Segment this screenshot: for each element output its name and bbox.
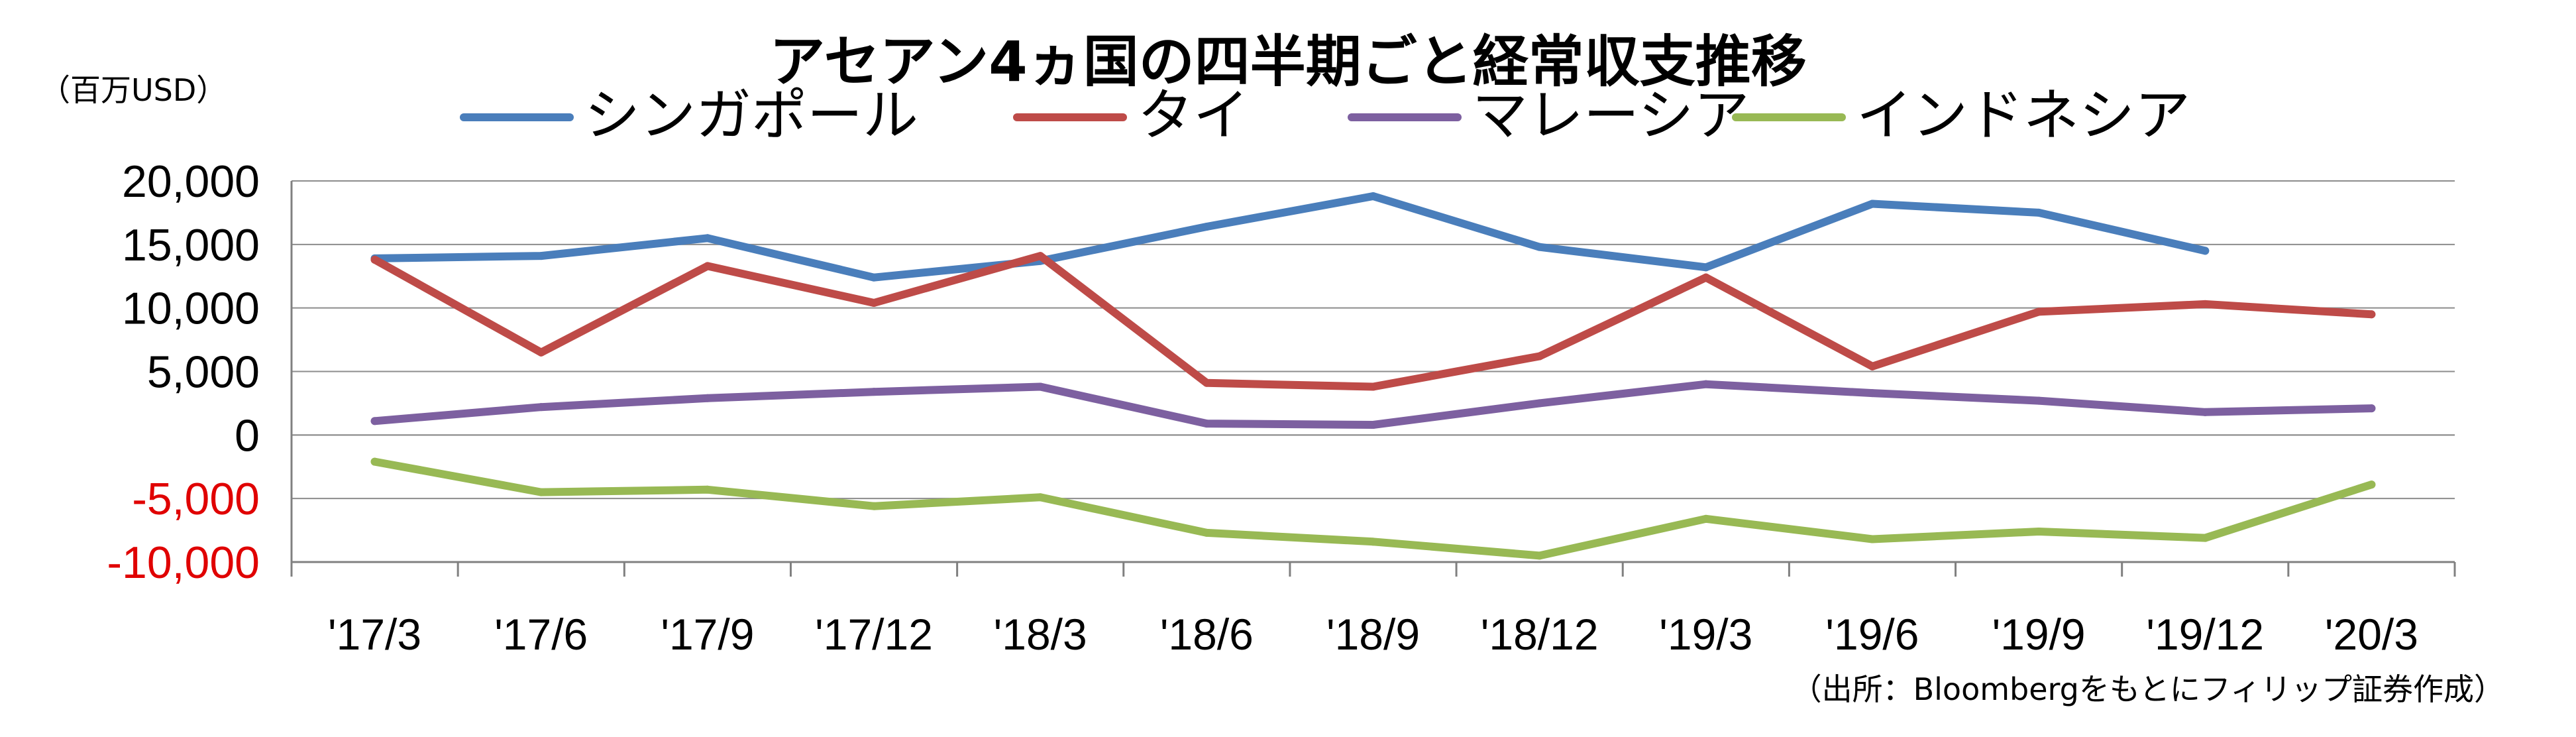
data-point (1868, 389, 1876, 398)
data-point (1535, 551, 1544, 560)
data-point (1036, 252, 1045, 260)
data-point (2035, 308, 2043, 316)
data-point (870, 299, 879, 307)
data-point (2367, 310, 2376, 319)
data-point (870, 273, 879, 282)
data-point (1701, 380, 1710, 388)
data-point (2035, 208, 2043, 217)
data-point (1036, 493, 1045, 502)
x-tick-label: '19/9 (1992, 610, 2086, 659)
data-point (2201, 247, 2210, 255)
data-point (1535, 243, 1544, 251)
x-tick-label: '18/9 (1326, 610, 1420, 659)
x-tick-label: '18/12 (1481, 610, 1599, 659)
data-point (2035, 528, 2043, 536)
data-point (1203, 223, 1211, 231)
data-point (370, 457, 379, 466)
data-point (1369, 538, 1377, 546)
x-tick-label: '17/3 (328, 610, 421, 659)
x-tick-label: '19/6 (1825, 610, 1919, 659)
data-point (1701, 263, 1710, 272)
legend-label: タイ (1138, 83, 1249, 148)
data-point (1868, 535, 1876, 543)
x-tick-label: '17/12 (815, 610, 933, 659)
y-tick-label: 20,000 (122, 156, 260, 207)
data-point (703, 262, 712, 270)
gridlines (292, 180, 2455, 500)
legend-label: マレーシア (1472, 83, 1749, 148)
data-point (370, 255, 379, 264)
data-point (2367, 481, 2376, 489)
data-point (1203, 378, 1211, 387)
series-line (370, 192, 2210, 282)
data-point (1369, 421, 1377, 429)
legend-label: インドネシア (1856, 83, 2190, 148)
data-point (1535, 352, 1544, 361)
data-point (2201, 534, 2210, 542)
y-tick-label: 10,000 (122, 284, 260, 334)
data-point (537, 252, 545, 260)
data-point (2367, 404, 2376, 413)
series-3 (370, 380, 2376, 429)
y-axis: 20,000 15,000 10,000 5,000 0 -5,000 -10,000 (107, 156, 293, 588)
y-tick-label: 0 (235, 410, 260, 461)
x-tick-label: '20/3 (2325, 610, 2418, 659)
x-tick-label: '17/9 (661, 610, 754, 659)
data-point (703, 394, 712, 402)
x-axis: '17/3 '17/6 '17/9 '17/12 '18/3 '18/6 '18/9 '18/… (290, 561, 2456, 659)
data-point (1868, 199, 1876, 208)
data-point (1203, 420, 1211, 428)
unit-label: （百万USD） (40, 72, 227, 108)
y-tick-label: 15,000 (122, 220, 260, 270)
data-point (1535, 399, 1544, 408)
y-tick-label: -10,000 (107, 538, 260, 588)
data-point (1701, 514, 1710, 523)
data-point (370, 417, 379, 425)
source-note: （出所：Bloombergをもとにフィリップ証券作成） (1792, 671, 2504, 707)
plot-area (370, 192, 2376, 560)
data-point (703, 485, 712, 494)
series-1 (370, 192, 2210, 282)
data-point (537, 348, 545, 357)
data-point (1701, 273, 1710, 282)
data-point (870, 502, 879, 510)
series-2 (370, 252, 2376, 391)
data-point (2201, 408, 2210, 416)
x-tick-label: '18/6 (1160, 610, 1254, 659)
x-tick-label: '19/3 (1659, 610, 1752, 659)
data-point (1203, 528, 1211, 537)
data-point (870, 388, 879, 396)
data-point (2035, 396, 2043, 405)
y-tick-label: 5,000 (147, 347, 260, 398)
x-tick-label: '17/6 (494, 610, 588, 659)
series-line (370, 252, 2376, 391)
data-point (703, 234, 712, 243)
y-tick-label: -5,000 (132, 474, 260, 524)
data-point (1868, 362, 1876, 370)
data-point (537, 403, 545, 412)
data-point (1369, 382, 1377, 391)
data-point (2201, 300, 2210, 308)
x-tick-label: '18/3 (994, 610, 1087, 659)
legend-label: シンガポール (584, 83, 918, 148)
chart-title: アセアン4ヵ国の四半期ごと経常収支推移 (769, 29, 1806, 94)
legend: シンガポール タイ マレーシア インドネシア (460, 83, 2190, 148)
data-point (537, 488, 545, 496)
x-tick-label: '19/12 (2146, 610, 2264, 659)
data-point (1036, 382, 1045, 391)
series-4 (370, 457, 2376, 560)
data-point (1369, 192, 1377, 200)
